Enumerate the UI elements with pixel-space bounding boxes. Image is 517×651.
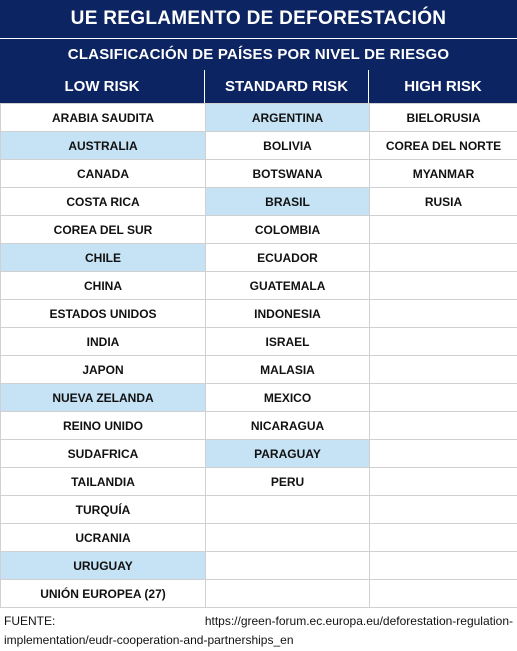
table-cell-high-risk[interactable]: BIELORUSIA: [369, 103, 517, 132]
table-row: SUDAFRICA PARAGUAY: [0, 439, 517, 468]
table-row: CHILE ECUADOR: [0, 243, 517, 272]
table-cell-high-risk[interactable]: [369, 467, 517, 496]
table-cell-standard-risk[interactable]: INDONESIA: [205, 299, 370, 328]
table-row: INDIA ISRAEL: [0, 327, 517, 356]
table-cell-low-risk[interactable]: COSTA RICA: [0, 187, 206, 216]
table-row: COSTA RICA BRASIL RUSIA: [0, 187, 517, 216]
table-cell-high-risk[interactable]: [369, 439, 517, 468]
table-cell-high-risk[interactable]: COREA DEL NORTE: [369, 131, 517, 160]
table-cell-standard-risk[interactable]: [205, 495, 370, 524]
table-cell-low-risk[interactable]: UNIÓN EUROPEA (27): [0, 579, 206, 608]
table-cell-high-risk[interactable]: [369, 299, 517, 328]
table-row: UNIÓN EUROPEA (27): [0, 579, 517, 608]
table-row: UCRANIA: [0, 523, 517, 552]
table-cell-standard-risk[interactable]: ARGENTINA: [205, 103, 370, 132]
table-cell-standard-risk[interactable]: MEXICO: [205, 383, 370, 412]
table-row: ESTADOS UNIDOS INDONESIA: [0, 299, 517, 328]
table-cell-low-risk[interactable]: JAPON: [0, 355, 206, 384]
table-row: TURQUÍA: [0, 495, 517, 524]
table-cell-low-risk[interactable]: CHILE: [0, 243, 206, 272]
table-cell-standard-risk[interactable]: NICARAGUA: [205, 411, 370, 440]
table-cell-standard-risk[interactable]: ECUADOR: [205, 243, 370, 272]
page-title: UE REGLAMENTO DE DEFORESTACIÓN: [0, 0, 517, 39]
table-cell-low-risk[interactable]: ARABIA SAUDITA: [0, 103, 206, 132]
table-cell-high-risk[interactable]: [369, 383, 517, 412]
table-row: JAPON MALASIA: [0, 355, 517, 384]
table-row: URUGUAY: [0, 551, 517, 580]
column-header-low-risk: LOW RISK: [0, 70, 205, 103]
table-cell-high-risk[interactable]: [369, 551, 517, 580]
table-cell-low-risk[interactable]: UCRANIA: [0, 523, 206, 552]
table-cell-high-risk[interactable]: MYANMAR: [369, 159, 517, 188]
source-label: FUENTE:: [4, 614, 56, 628]
table-cell-standard-risk[interactable]: BOLIVIA: [205, 131, 370, 160]
table-cell-low-risk[interactable]: TAILANDIA: [0, 467, 206, 496]
table-row: AUSTRALIA BOLIVIA COREA DEL NORTE: [0, 131, 517, 160]
table-cell-standard-risk[interactable]: [205, 551, 370, 580]
table-cell-low-risk[interactable]: NUEVA ZELANDA: [0, 383, 206, 412]
page-subtitle: CLASIFICACIÓN DE PAÍSES POR NIVEL DE RIE…: [0, 39, 517, 70]
table-cell-high-risk[interactable]: RUSIA: [369, 187, 517, 216]
table-cell-high-risk[interactable]: [369, 327, 517, 356]
table-row: COREA DEL SUR COLOMBIA: [0, 215, 517, 244]
table-cell-low-risk[interactable]: AUSTRALIA: [0, 131, 206, 160]
table-cell-standard-risk[interactable]: [205, 579, 370, 608]
table-cell-high-risk[interactable]: [369, 215, 517, 244]
source-url-line1[interactable]: https://green-forum.ec.europa.eu/defores…: [204, 614, 513, 628]
table-cell-high-risk[interactable]: [369, 355, 517, 384]
table-cell-high-risk[interactable]: [369, 523, 517, 552]
risk-table: ARABIA SAUDITA ARGENTINA BIELORUSIA AUSTRAL…: [0, 103, 517, 608]
table-cell-low-risk[interactable]: URUGUAY: [0, 551, 206, 580]
table-row: ARABIA SAUDITA ARGENTINA BIELORUSIA: [0, 103, 517, 132]
table-cell-high-risk[interactable]: [369, 495, 517, 524]
table-cell-standard-risk[interactable]: BRASIL: [205, 187, 370, 216]
column-header-high-risk: HIGH RISK: [369, 70, 517, 103]
source-url-line2[interactable]: implementation/eudr-cooperation-and-part…: [4, 633, 294, 647]
table-cell-low-risk[interactable]: CHINA: [0, 271, 206, 300]
table-row: TAILANDIA PERU: [0, 467, 517, 496]
table-row: CANADA BOTSWANA MYANMAR: [0, 159, 517, 188]
table-cell-low-risk[interactable]: REINO UNIDO: [0, 411, 206, 440]
table-cell-low-risk[interactable]: SUDAFRICA: [0, 439, 206, 468]
table-cell-low-risk[interactable]: ESTADOS UNIDOS: [0, 299, 206, 328]
table-cell-standard-risk[interactable]: ISRAEL: [205, 327, 370, 356]
table-cell-low-risk[interactable]: COREA DEL SUR: [0, 215, 206, 244]
table-cell-low-risk[interactable]: TURQUÍA: [0, 495, 206, 524]
table-cell-high-risk[interactable]: [369, 411, 517, 440]
table-cell-high-risk[interactable]: [369, 243, 517, 272]
table-row: REINO UNIDO NICARAGUA: [0, 411, 517, 440]
table-cell-standard-risk[interactable]: PERU: [205, 467, 370, 496]
source-footer: FUENTE: https://green-forum.ec.europa.eu…: [0, 609, 517, 651]
table-cell-standard-risk[interactable]: MALASIA: [205, 355, 370, 384]
table-cell-high-risk[interactable]: [369, 271, 517, 300]
table-cell-low-risk[interactable]: CANADA: [0, 159, 206, 188]
table-cell-standard-risk[interactable]: PARAGUAY: [205, 439, 370, 468]
column-header-standard-risk: STANDARD RISK: [205, 70, 369, 103]
table-row: NUEVA ZELANDA MEXICO: [0, 383, 517, 412]
table-cell-standard-risk[interactable]: BOTSWANA: [205, 159, 370, 188]
table-cell-low-risk[interactable]: INDIA: [0, 327, 206, 356]
table-cell-high-risk[interactable]: [369, 579, 517, 608]
table-cell-standard-risk[interactable]: [205, 523, 370, 552]
table-cell-standard-risk[interactable]: GUATEMALA: [205, 271, 370, 300]
table-row: CHINA GUATEMALA: [0, 271, 517, 300]
table-cell-standard-risk[interactable]: COLOMBIA: [205, 215, 370, 244]
